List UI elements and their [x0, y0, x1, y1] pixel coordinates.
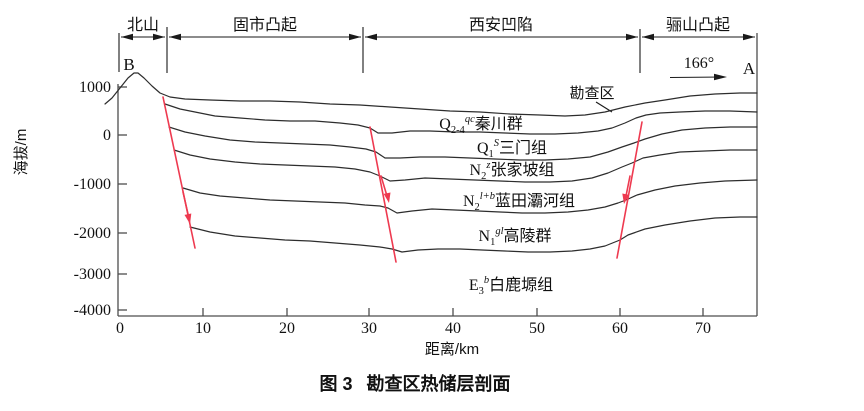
figure-caption: 图 3 勘查区热储层剖面 — [319, 373, 510, 394]
strat-name: 白鹿塬组 — [489, 276, 553, 294]
azimuth-value: 166° — [684, 55, 714, 72]
strat-symbol: E — [469, 277, 479, 294]
strat-superscript: b — [484, 275, 489, 286]
strat-symbol: N — [470, 162, 482, 179]
strat-name: 高陵群 — [503, 227, 551, 245]
x-tick-label: 10 — [195, 320, 211, 337]
strat-name: 蓝田灞河组 — [495, 192, 575, 210]
strat-symbol: Q — [439, 116, 451, 133]
y-tick-label: 0 — [103, 127, 111, 144]
azimuth-annotation: 166° — [669, 55, 727, 81]
x-tick-label: 20 — [279, 320, 295, 337]
y-tick-label: 1000 — [79, 79, 111, 96]
fault-line-1 — [162, 96, 196, 249]
layer-boundary-curve-n2z-base — [173, 149, 758, 183]
strat-superscript: l+b — [480, 191, 495, 202]
section-endpoint-b: B — [123, 55, 134, 74]
section-endpoint-a: A — [743, 59, 756, 78]
ground-surface-curve — [104, 72, 758, 117]
strat-name: 张家坡组 — [490, 161, 554, 179]
layer-boundary-curve-n2lb-base — [182, 179, 758, 214]
arrow-left-icon — [121, 33, 133, 41]
arrow-right-icon — [714, 73, 727, 81]
layer-label-qinchuan: Q2-4qc秦川群 — [439, 114, 523, 136]
strat-subscript: 1 — [490, 237, 495, 248]
fault-lines — [162, 96, 643, 263]
strat-superscript: gl — [495, 226, 503, 237]
layer-boundary-curve-q24-base — [164, 103, 758, 135]
layer-label-bailuyuan: E3b白鹿塬组 — [469, 275, 553, 297]
fault-line-2 — [369, 126, 397, 263]
strat-symbol: N — [463, 193, 475, 210]
unit-label-gushi-uplift: 固市凸起 — [233, 16, 297, 34]
caption-number: 图 3 — [319, 374, 352, 394]
strat-name: 三门组 — [499, 139, 547, 157]
y-axis-title: 海拔/m — [13, 129, 30, 176]
axes: 1000 0 -1000 -2000 -3000 -4000 海拔/m 0 10… — [13, 33, 758, 358]
strat-symbol: Q — [477, 140, 489, 157]
fault-down-arrow-icon — [622, 193, 630, 204]
layer-label-zhangjiapo: N2z张家坡组 — [470, 160, 555, 182]
y-tick-label: -3000 — [74, 266, 111, 283]
x-tick-label: 50 — [529, 320, 545, 337]
fault-down-arrow-icon — [184, 213, 192, 224]
x-tick-label: 30 — [361, 320, 377, 337]
layer-boundary-curve-n1gl-base — [189, 216, 758, 253]
arrow-left-icon — [365, 33, 377, 41]
strat-subscript: 1 — [489, 149, 494, 160]
strat-subscript: 2 — [481, 171, 486, 182]
strat-subscript: 2-4 — [451, 125, 466, 136]
unit-label-lishan-uplift: 骊山凸起 — [666, 16, 730, 34]
layer-boundary-curve-q1-base — [168, 126, 758, 161]
y-tick-label: -1000 — [74, 176, 111, 193]
strat-subscript: 2 — [475, 202, 480, 213]
y-tick-label: -4000 — [74, 302, 111, 319]
unit-label-xian-depression: 西安凹陷 — [469, 16, 533, 34]
strata-curves — [104, 72, 758, 253]
fault-down-arrow-icon — [383, 192, 391, 203]
x-tick-label: 60 — [612, 320, 628, 337]
fault-throw-indicator — [182, 191, 189, 215]
arrow-left-icon — [642, 33, 654, 41]
x-tick-label: 0 — [116, 320, 124, 337]
strat-superscript: qc — [465, 114, 475, 125]
layer-labels: Q2-4qc秦川群 Q1S三门组 N2z张家坡组 N2l+b蓝田灞河组 N1gl… — [439, 114, 575, 297]
strat-name: 秦川群 — [475, 115, 523, 133]
x-tick-label: 40 — [445, 320, 461, 337]
fault-throw-indicator — [625, 175, 631, 197]
survey-area-annotation: 勘查区 — [569, 85, 615, 113]
arrow-right-icon — [153, 33, 165, 41]
x-tick-label: 70 — [695, 320, 711, 337]
fault-line-3 — [616, 121, 643, 259]
structural-unit-bar: 北山 固市凸起 西安凹陷 骊山凸起 — [118, 16, 755, 73]
layer-label-lantian-bahe: N2l+b蓝田灞河组 — [463, 191, 575, 213]
arrow-right-icon — [626, 33, 638, 41]
fault-throw-indicator — [380, 175, 388, 197]
arrow-left-icon — [169, 33, 181, 41]
strat-subscript: 3 — [479, 286, 484, 297]
layer-label-sanmen: Q1S三门组 — [477, 138, 547, 160]
survey-area-label: 勘查区 — [569, 85, 614, 102]
strat-superscript: z — [485, 160, 490, 171]
arrow-right-icon — [743, 33, 755, 41]
x-axis-title: 距离/km — [425, 341, 479, 358]
strat-symbol: N — [479, 228, 491, 245]
y-tick-label: -2000 — [74, 225, 111, 242]
arrow-right-icon — [349, 33, 361, 41]
strat-superscript: S — [494, 138, 500, 149]
caption-title: 勘查区热储层剖面 — [367, 373, 511, 394]
layer-label-gaoling: N1gl高陵群 — [479, 226, 552, 248]
unit-label-beishan: 北山 — [127, 16, 159, 34]
